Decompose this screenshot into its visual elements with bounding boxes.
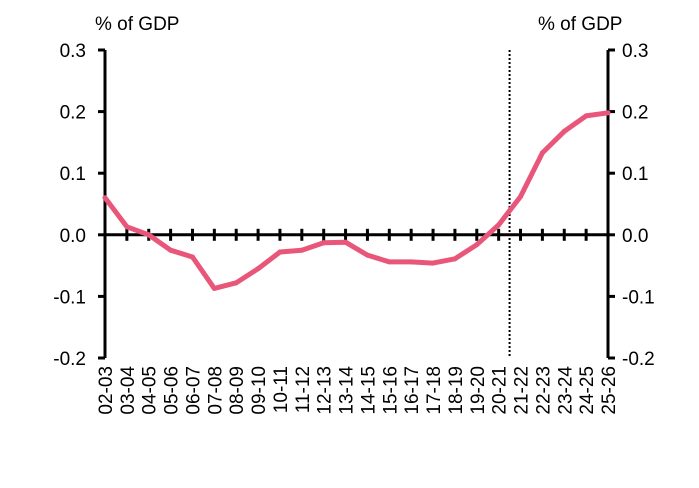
data-point [124,224,130,230]
data-point [299,247,305,253]
right-y-tick-label: -0.1 [622,287,655,308]
data-point [430,260,436,266]
x-tick-label: 25-26 [599,366,620,415]
data-point [561,128,567,134]
x-tick-label: 12-13 [315,366,336,415]
x-tick-label: 16-17 [402,366,423,415]
data-series [102,110,611,291]
left-y-tick-label: -0.2 [53,349,86,370]
data-point [518,194,524,200]
data-point [233,280,239,286]
series-line [102,110,611,291]
left-y-tick-label: 0.3 [60,41,86,62]
x-tick-label: 03-04 [118,366,139,415]
x-axis-tick-labels: 02-03 03-04 04-05 05-06 06-07 07-08 08-09 09-10… [96,366,620,415]
x-tick-label: 21-22 [512,366,533,415]
x-tick-label: 07-08 [205,366,226,415]
x-tick-label: 09-10 [249,366,270,415]
data-point [343,239,349,245]
data-point [496,222,502,228]
x-tick-label: 17-18 [424,366,445,415]
right-y-axis: 0.3 0.2 0.1 0.0 -0.1 -0.2 [606,41,655,370]
x-tick-label: 13-14 [337,366,358,415]
right-y-tick-label: -0.2 [622,349,655,370]
data-point [474,242,480,248]
data-point [408,259,414,265]
data-point [211,285,217,291]
data-point [364,252,370,258]
right-y-tick-label: 0.1 [622,164,648,185]
data-point [255,266,261,272]
x-tick-label: 15-16 [380,366,401,415]
x-tick-label: 06-07 [183,366,204,415]
data-point [189,254,195,260]
data-point [605,110,611,116]
x-tick-label: 20-21 [490,366,511,415]
left-y-tick-label: 0.2 [60,103,86,124]
x-tick-label: 19-20 [468,366,489,415]
right-y-tick-label: 0.0 [622,226,648,247]
x-tick-label: 05-06 [162,366,183,415]
data-point [583,113,589,119]
data-point [102,195,108,201]
data-point [146,232,152,238]
x-tick-label: 02-03 [96,366,117,415]
left-y-tick-label: 0.0 [60,226,86,247]
x-tick-label: 14-15 [358,366,379,415]
x-tick-label: 04-05 [140,366,161,415]
data-point [539,150,545,156]
x-tick-label: 24-25 [577,366,598,415]
data-point [168,247,174,253]
x-tick-label: 10-11 [271,366,292,413]
x-tick-label: 18-19 [446,366,467,415]
left-y-tick-label: -0.1 [53,287,86,308]
left-y-tick-label: 0.1 [60,164,86,185]
data-point [321,240,327,246]
left-y-axis: 0.3 0.2 0.1 0.0 -0.1 -0.2 [53,41,107,370]
right-axis-unit-label: % of GDP [538,14,622,35]
x-tick-label: 22-23 [533,366,554,415]
x-tick-label: 11-12 [293,366,314,413]
data-point [452,256,458,262]
x-tick-label: 23-24 [555,366,576,415]
x-tick-label: 08-09 [227,366,248,415]
data-point [277,249,283,255]
right-y-tick-label: 0.2 [622,103,648,124]
right-y-tick-label: 0.3 [622,41,648,62]
data-point [386,259,392,265]
left-axis-unit-label: % of GDP [95,14,179,35]
